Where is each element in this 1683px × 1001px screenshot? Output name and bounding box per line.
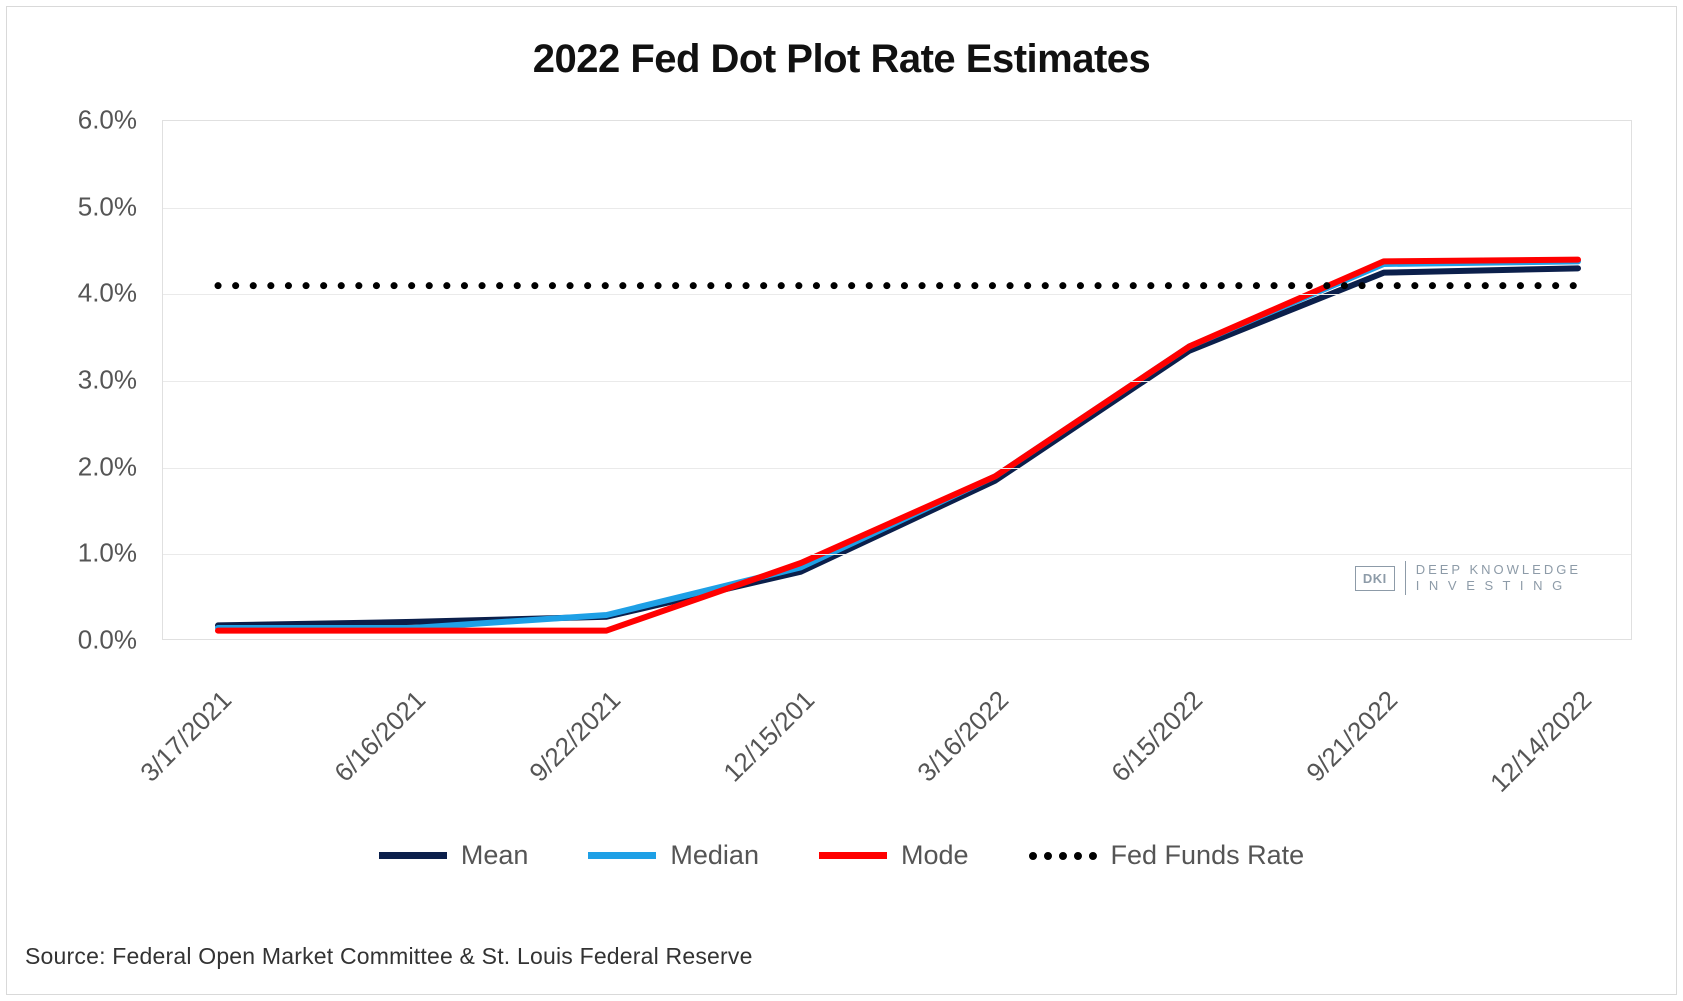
x-tick-label: 9/21/2022 — [1300, 685, 1404, 789]
y-tick-label: 6.0% — [7, 105, 137, 136]
legend-label: Fed Funds Rate — [1111, 840, 1305, 871]
legend-item-fed-funds-rate: Fed Funds Rate — [1029, 840, 1305, 871]
y-tick-label: 2.0% — [7, 451, 137, 482]
watermark-box: DKI — [1355, 566, 1395, 591]
legend-item-mean: Mean — [379, 840, 529, 871]
y-tick-label: 5.0% — [7, 191, 137, 222]
chart-frame: 2022 Fed Dot Plot Rate Estimates DKI DEE… — [6, 6, 1677, 995]
legend-label: Median — [670, 840, 759, 871]
legend: Mean Median Mode Fed Funds Rate — [7, 840, 1676, 871]
watermark-text: DEEP KNOWLEDGE I N V E S T I N G — [1416, 562, 1581, 595]
chart-title: 2022 Fed Dot Plot Rate Estimates — [7, 37, 1676, 82]
x-tick-label: 3/16/2022 — [911, 685, 1015, 789]
y-tick-label: 4.0% — [7, 278, 137, 309]
y-tick-label: 3.0% — [7, 365, 137, 396]
watermark-logo: DKI DEEP KNOWLEDGE I N V E S T I N G — [1355, 561, 1581, 595]
legend-item-median: Median — [588, 840, 759, 871]
legend-swatch — [1029, 852, 1097, 860]
watermark-separator — [1405, 561, 1406, 595]
x-tick-label: 3/17/2021 — [134, 685, 238, 789]
x-tick-label: 6/15/2022 — [1106, 685, 1210, 789]
x-tick-label: 9/22/2021 — [523, 685, 627, 789]
y-tick-label: 0.0% — [7, 625, 137, 656]
plot-area: DKI DEEP KNOWLEDGE I N V E S T I N G — [162, 120, 1632, 640]
x-tick-label: 6/16/2021 — [329, 685, 433, 789]
gridline — [163, 294, 1631, 295]
y-tick-label: 1.0% — [7, 538, 137, 569]
gridline — [163, 381, 1631, 382]
legend-item-mode: Mode — [819, 840, 969, 871]
gridline — [163, 208, 1631, 209]
x-tick-label: 12/14/2022 — [1484, 685, 1598, 799]
legend-label: Mode — [901, 840, 969, 871]
legend-label: Mean — [461, 840, 529, 871]
x-tick-label: 12/15/201 — [717, 685, 821, 789]
legend-swatch — [588, 852, 656, 859]
source-note: Source: Federal Open Market Committee & … — [25, 943, 753, 970]
legend-swatch — [819, 852, 887, 859]
gridline — [163, 554, 1631, 555]
gridline — [163, 468, 1631, 469]
legend-swatch — [379, 852, 447, 859]
